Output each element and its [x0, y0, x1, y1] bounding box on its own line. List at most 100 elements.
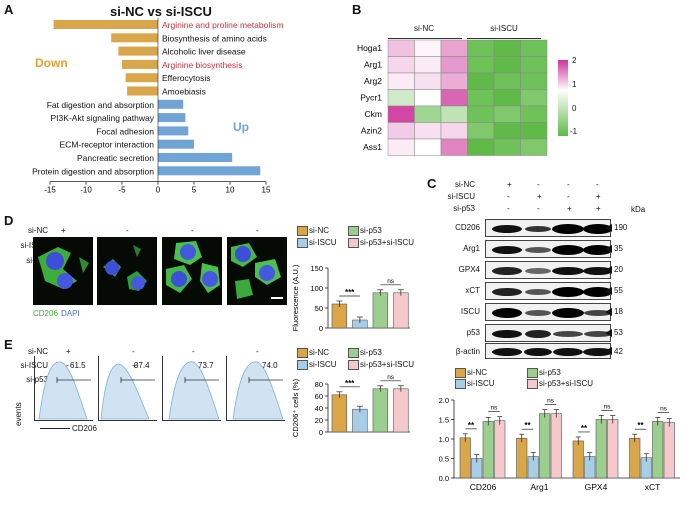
pathway-bar: [158, 99, 184, 109]
y-tick-label: 0: [319, 428, 323, 437]
heatmap-cell: [387, 122, 415, 140]
x-tick-label: -5: [118, 186, 126, 195]
pathway-label: Arginine and proline metabolism: [162, 20, 283, 30]
panel-label-d: D: [4, 213, 14, 228]
bar: [393, 292, 409, 329]
x-tick-label: 10: [226, 186, 235, 195]
heatmap-cell: [493, 56, 521, 74]
sig-label: **: [581, 424, 588, 433]
pathway-label: Efferocytosis: [162, 73, 211, 83]
microscopy-image-si-iscu: [97, 237, 157, 305]
kda-value: 42: [614, 347, 623, 356]
heatmap-cell: [387, 56, 415, 74]
bar: [459, 437, 471, 479]
pathway-bar: [158, 139, 194, 149]
western-quant-chart: 0.0 0.5 1.0 1.5 2.0 CD206 ** ns Arg1 ** ns GPX4 ** ns…: [420, 390, 685, 502]
d-legend-swatch-si-p53-iscu: [348, 238, 359, 248]
sig-label: ***: [345, 288, 355, 297]
heatmap-cell: [467, 56, 495, 74]
y-tick-label: 100: [310, 284, 323, 293]
stain-label-cd206: CD206: [33, 309, 58, 318]
x-tick-label: -15: [44, 186, 56, 195]
heatmap-cell: [493, 122, 521, 140]
blot-sign: -: [567, 192, 570, 201]
legend-label-si-p53-iscu: si-p53+si-ISCU: [539, 379, 594, 388]
microscopy-image-si-p53: [162, 237, 222, 305]
heatmap-row-label: Azin2: [361, 126, 383, 136]
blot-sign: +: [596, 192, 601, 201]
pathway-bar-chart: Arginine and proline metabolism Biosynthe…: [0, 0, 300, 210]
e-legend-label-si-p53: si-p53: [360, 348, 382, 357]
ns-label: ns: [491, 405, 499, 412]
pathway-bar: [118, 46, 158, 56]
sig-label: **: [524, 421, 531, 430]
e-legend-swatch-si-nc: [297, 348, 308, 358]
blot-sign: +: [596, 204, 601, 213]
kda-arrow-icon: [605, 245, 612, 253]
bar: [331, 394, 348, 433]
pathway-bar: [125, 73, 158, 83]
heatmap-cell: [467, 138, 495, 156]
x-tick-label: 15: [262, 186, 271, 195]
heatmap-cell: [440, 56, 468, 74]
heatmap-cell: [414, 89, 442, 107]
pathway-bar: [127, 86, 158, 96]
pathway-label: Fat digestion and absorption: [47, 100, 155, 110]
e-legend-label-si-iscu: si-ISCU: [309, 360, 337, 369]
x-tick-label: GPX4: [585, 482, 608, 492]
e-legend-label-si-p53-iscu: si-p53+si-ISCU: [360, 360, 415, 369]
e-legend-label-si-nc: si-NC: [309, 348, 329, 357]
d-legend-swatch-si-p53: [348, 226, 359, 236]
blot-label: ISCU: [460, 307, 480, 316]
bar: [607, 419, 619, 479]
sig-label: **: [637, 421, 644, 430]
blot-band-gpx4: [485, 261, 611, 279]
pathway-bar: [158, 166, 261, 176]
e-sign: -: [192, 347, 195, 356]
ns-label: ns: [604, 404, 612, 411]
flow-value: 73.7: [198, 361, 214, 370]
y-tick-label: 2.0: [439, 396, 449, 405]
heatmap-row-label: Hoga1: [357, 43, 382, 53]
sig-label: **: [468, 421, 475, 430]
d-legend-label-si-nc: si-NC: [309, 226, 329, 235]
heatmap-cell: [467, 89, 495, 107]
flow-value: 37.4: [134, 361, 150, 370]
x-tick-label: xCT: [645, 482, 661, 492]
bar: [572, 440, 584, 479]
d-row-label-si-nc: si-NC: [28, 226, 48, 235]
heatmap-row-label: Ass1: [363, 142, 382, 152]
blot-band-beta-actin: [485, 343, 611, 359]
blot-label: p53: [466, 328, 480, 337]
bar: [372, 388, 389, 433]
bar: [482, 421, 494, 479]
heatmap-cell: [440, 138, 468, 156]
kda-value: 18: [614, 307, 623, 316]
sig-label: ***: [345, 379, 355, 388]
y-tick-label: 1.0: [439, 435, 449, 444]
heatmap-cell: [414, 122, 442, 140]
heatmap-cell: [414, 138, 442, 156]
heatmap-cell: [440, 89, 468, 107]
d-sign: -: [126, 226, 129, 235]
y-tick-label: 50: [315, 304, 323, 313]
panel-label-b: B: [352, 2, 362, 17]
blot-label: GPX4: [458, 265, 480, 274]
d-legend-swatch-si-nc: [297, 226, 308, 236]
y-tick-label: 0.0: [439, 474, 449, 483]
e-sign: -: [132, 375, 135, 384]
bar: [331, 303, 348, 329]
blot-sign: +: [537, 192, 542, 201]
d-sign: -: [191, 226, 194, 235]
heatmap-cell: [520, 56, 548, 74]
pathway-bar: [122, 59, 158, 69]
blot-label: xCT: [465, 286, 480, 295]
heatmap-cell: [414, 39, 442, 57]
microscopy-image-si-p53-iscu: [227, 237, 287, 305]
flow-value: 74.0: [262, 361, 278, 370]
blot-sign: -: [537, 180, 540, 189]
x-tick-label: Arg1: [531, 482, 549, 492]
legend-label-si-nc: si-NC: [467, 368, 487, 377]
bar: [550, 413, 562, 479]
kda-arrow-icon: [605, 224, 612, 232]
